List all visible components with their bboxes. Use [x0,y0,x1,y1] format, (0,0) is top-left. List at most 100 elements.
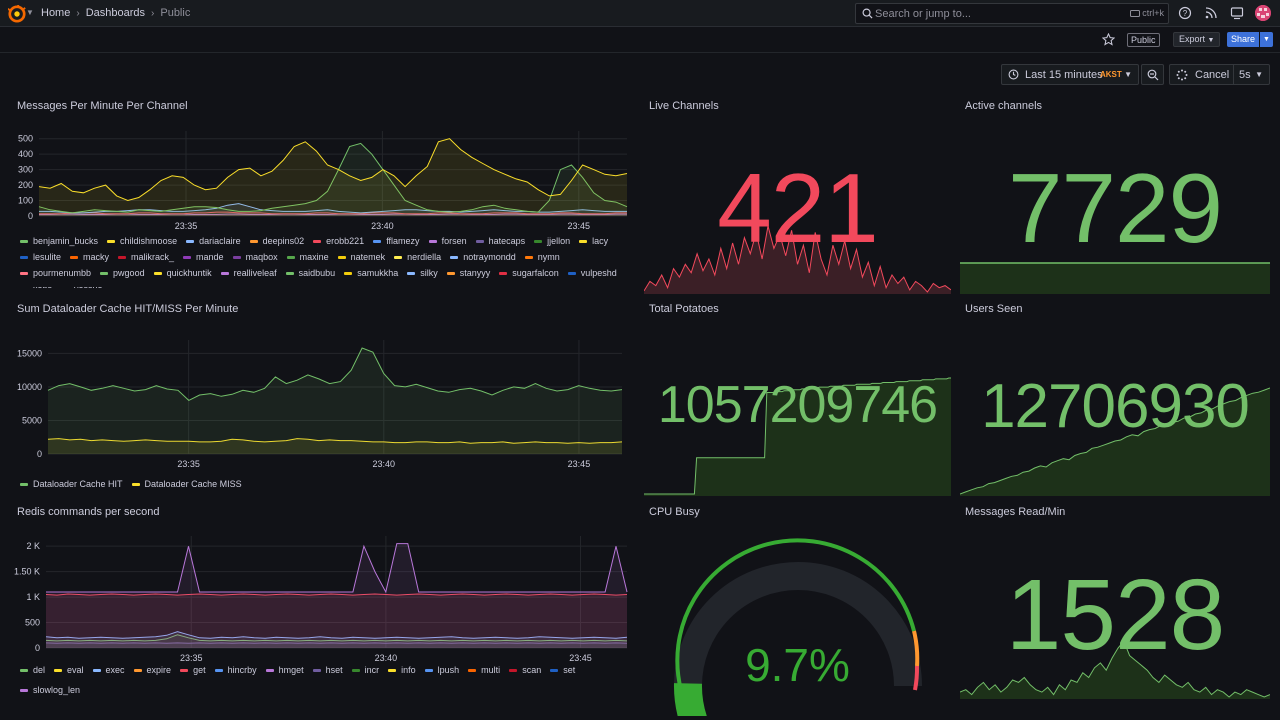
legend-item[interactable]: childishmoose [107,236,177,246]
panel-title: CPU Busy [649,506,700,518]
series-line [47,347,623,402]
breadcrumb-dashboards[interactable]: Dashboards [85,7,146,19]
legend-item[interactable]: Dataloader Cache MISS [131,476,242,492]
legend-swatch [312,668,321,672]
legend-item[interactable]: silky [407,268,438,278]
time-range-picker[interactable]: Last 15 minutes AKST ▼ [1001,64,1139,85]
legend-label: lacy [592,236,609,246]
legend-item[interactable]: eval [54,663,84,677]
series-area [46,594,627,648]
legend-item[interactable]: stanyyy [446,268,491,278]
y-tick-label: 5000 [22,415,42,425]
legend-item[interactable]: maxine [286,252,329,262]
legend-item[interactable]: hatecaps [475,236,525,246]
chevron-down-icon[interactable]: ▼ [26,8,34,17]
legend-item[interactable]: macky [70,252,109,262]
legend-item[interactable]: pourmenumbb [20,268,91,278]
x-tick-label: 23:35 [180,653,203,663]
legend-swatch [220,271,229,275]
legend-item[interactable]: fflamezy [373,236,420,246]
panel-redis-commands: Redis commands per second 0 500 1 K 1.50 K 2… [12,506,632,716]
legend-item[interactable]: vulpeshd [567,268,617,278]
legend-item[interactable]: dariaclaire [186,236,241,246]
legend-item[interactable]: nymn [524,252,560,262]
legend-item[interactable]: nerdiella [394,252,441,262]
legend-item[interactable]: realliveleaf [220,268,277,278]
help-icon[interactable]: ? [1178,6,1192,20]
legend-item[interactable]: saidbubu [285,268,335,278]
cancel-refresh-button[interactable]: Cancel [1195,69,1230,81]
panel-users-seen: Users Seen 12706930 [960,303,1270,496]
export-button[interactable]: Export ▼ [1173,32,1221,47]
star-icon[interactable] [1102,33,1115,46]
share-options-chevron-icon[interactable]: ▼ [1260,32,1273,47]
legend-item[interactable]: mande [183,252,224,262]
y-tick-label: 15000 [17,348,42,358]
legend-swatch [534,239,543,243]
legend-item[interactable]: maqbox [232,252,278,262]
legend-item[interactable]: expire [133,663,171,677]
legend-item[interactable]: get [180,663,206,677]
share-button[interactable]: Share [1227,32,1259,47]
legend-item[interactable]: slowlog_len [20,683,80,697]
legend-swatch [313,239,322,243]
legend-item[interactable]: jjellon [534,236,570,246]
legend-item[interactable]: Dataloader Cache HIT [20,476,123,492]
legend-item[interactable]: quickhuntik [153,268,212,278]
search-input[interactable]: Search or jump to... ctrl+k [855,3,1169,24]
series-area [39,138,627,216]
legend-item[interactable]: malikrack_ [118,252,174,262]
legend-swatch [186,239,195,243]
breadcrumb-home[interactable]: Home [41,7,71,19]
legend-item[interactable]: forsen [428,236,467,246]
legend-swatch [61,287,70,288]
gauge-threshold-green [675,538,916,691]
legend-swatch [286,255,295,259]
legend-label: stanyyy [459,268,491,278]
legend-item[interactable]: erobb221 [313,236,364,246]
legend-swatch [20,688,28,692]
series-area [46,634,627,648]
series-line [39,211,627,215]
divider [1233,65,1234,84]
legend-item[interactable]: deepins02 [249,236,304,246]
legend-item[interactable]: xans [20,284,52,288]
legend-item[interactable]: exec [92,663,125,677]
legend-swatch [468,668,477,672]
refresh-picker[interactable]: Cancel 5s ▼ [1169,64,1270,85]
legend-swatch [567,271,576,275]
legend-item[interactable]: del [20,663,45,677]
legend-item[interactable]: incr [351,663,379,677]
legend-item[interactable]: multi [468,663,500,677]
legend-item[interactable]: hset [312,663,343,677]
legend-item[interactable]: benjamin_bucks [20,236,98,246]
series-line [45,593,628,596]
legend-label: yassuo [74,284,103,288]
legend-item[interactable]: hmget [265,663,304,677]
legend-item[interactable]: hincrby [214,663,257,677]
zoom-out-button[interactable] [1141,64,1164,85]
series-area [39,212,627,216]
legend-item[interactable]: samukkha [344,268,398,278]
legend-swatch [424,668,433,672]
y-tick-label: 200 [18,180,33,190]
legend-item[interactable]: lacy [579,236,608,246]
kiosk-mode-icon[interactable] [1230,6,1244,20]
legend-item[interactable]: yassuo [61,284,103,288]
legend-item[interactable]: set [550,663,575,677]
legend-swatch [20,482,28,486]
chevron-down-icon: ▼ [1124,70,1132,79]
grafana-logo-icon[interactable] [8,5,26,23]
legend-item[interactable]: scan [509,663,541,677]
legend-item[interactable]: lpush [424,663,459,677]
legend-item[interactable]: lesulite [20,252,61,262]
legend-item[interactable]: pwgood [100,268,145,278]
refresh-interval-label[interactable]: 5s [1239,69,1251,81]
user-avatar[interactable] [1255,5,1271,21]
legend-label: lesulite [33,252,62,262]
news-feed-icon[interactable] [1204,6,1218,20]
legend-item[interactable]: info [388,663,416,677]
legend-item[interactable]: notraymondd [450,252,516,262]
legend-item[interactable]: natemek [337,252,385,262]
legend-item[interactable]: sugarfalcon [499,268,559,278]
